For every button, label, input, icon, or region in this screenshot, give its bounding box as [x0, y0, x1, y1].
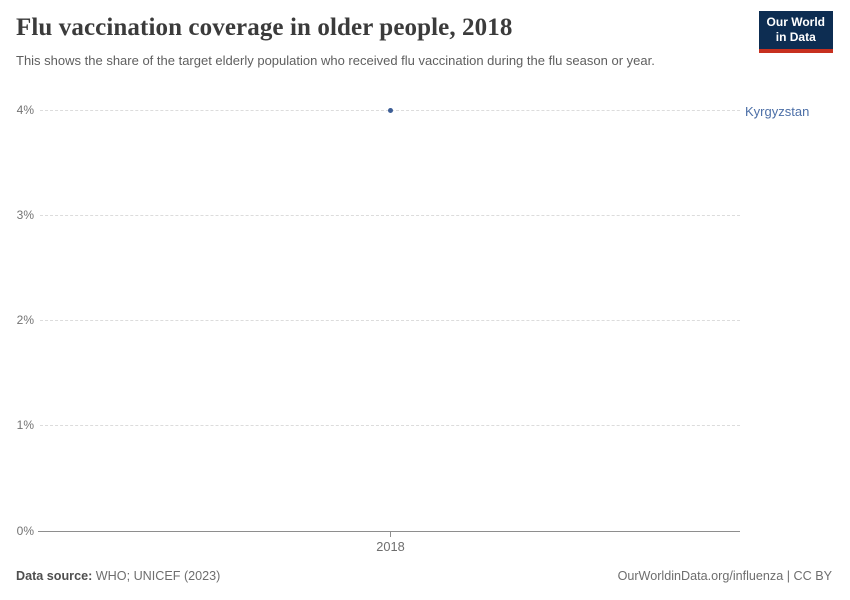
entity-label-kyrgyzstan[interactable]: Kyrgyzstan [745, 104, 810, 119]
y-axis-tick-label-0: 0% [16, 524, 34, 538]
data-source-value: WHO; UNICEF (2023) [92, 569, 221, 583]
owid-logo[interactable]: Our World in Data [758, 11, 833, 53]
owid-logo-line1: Our World [766, 15, 825, 29]
x-axis-tick-label: 2018 [376, 539, 405, 554]
gridline-3pct [40, 215, 740, 216]
data-source-label: Data source: [16, 569, 93, 583]
chart-footer: Data source: WHO; UNICEF (2023) OurWorld… [16, 569, 832, 583]
page-title: Flu vaccination coverage in older people… [16, 14, 513, 41]
y-axis-tick-label-1: 1% [16, 418, 34, 432]
license-link[interactable]: OurWorldinData.org/influenza | CC BY [617, 569, 832, 583]
x-axis-line [38, 531, 740, 532]
y-axis-tick-label-2: 2% [16, 313, 34, 327]
gridline-1pct [40, 425, 740, 426]
gridline-2pct [40, 320, 740, 321]
owid-logo-line2: in Data [775, 30, 816, 44]
x-axis-tick [390, 531, 391, 537]
data-source-line: Data source: WHO; UNICEF (2023) [16, 569, 220, 583]
chart-subtitle: This shows the share of the target elder… [16, 53, 655, 68]
data-point-kyrgyzstan[interactable] [388, 108, 393, 113]
y-axis-tick-label-4: 4% [16, 103, 34, 117]
y-axis-tick-label-3: 3% [16, 208, 34, 222]
